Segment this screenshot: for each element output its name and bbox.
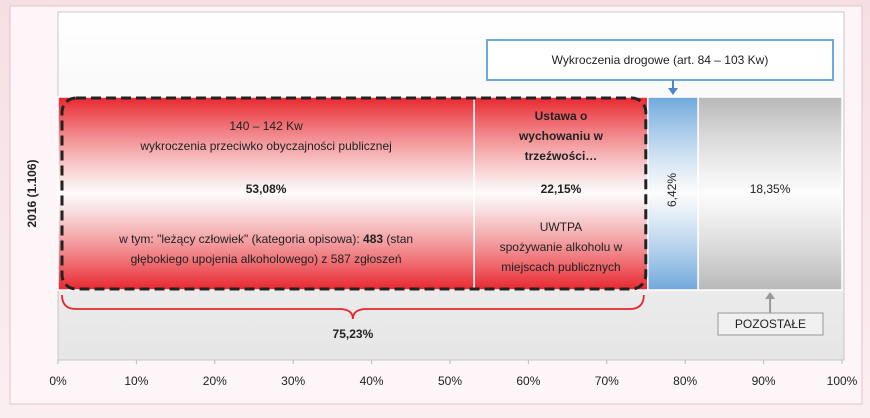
- segment-note: głębokiego upojenia alkoholowego) z 587 …: [131, 252, 402, 266]
- note-run: głębokiego upojenia alkoholowego) z 587 …: [131, 252, 402, 266]
- callout-arrowhead: [765, 292, 776, 299]
- x-tick-label: 30%: [281, 374, 305, 388]
- callout-label: POZOSTAŁE: [735, 317, 806, 331]
- segment-heading: Ustawa o: [535, 109, 588, 123]
- segment-heading: wychowaniu w: [518, 129, 604, 143]
- callout-arrowhead: [667, 88, 678, 95]
- value-label: 18,35%: [750, 182, 791, 196]
- x-tick-label: 10%: [124, 374, 148, 388]
- category-label: 2016 (1.106): [25, 159, 39, 227]
- note-run: miejscach publicznych: [501, 260, 620, 274]
- segment-note: miejscach publicznych: [501, 260, 620, 274]
- x-tick-label: 60%: [516, 374, 540, 388]
- note-run: w tym: "leżący człowiek" (kategoria opis…: [118, 232, 363, 246]
- x-tick-label: 70%: [595, 374, 619, 388]
- x-tick-label: 50%: [438, 374, 462, 388]
- value-label: 22,15%: [541, 182, 582, 196]
- bar-segment: [697, 96, 843, 291]
- callout-label: Wykroczenia drogowe (art. 84 – 103 Kw): [552, 53, 769, 67]
- group-frame: [60, 96, 648, 291]
- note-run: UWTPA: [540, 220, 582, 234]
- note-run: spożywanie alkoholu w: [500, 240, 623, 254]
- brace-label: 75,23%: [333, 327, 374, 341]
- segment-note: spożywanie alkoholu w: [500, 240, 623, 254]
- brace: [61, 294, 645, 320]
- value-label: 6,42%: [665, 173, 679, 207]
- value-label: 53,08%: [246, 182, 287, 196]
- x-tick-label: 40%: [360, 374, 384, 388]
- note-run: 483: [363, 232, 383, 246]
- x-tick-label: 100%: [827, 374, 858, 388]
- x-tick-label: 80%: [673, 374, 697, 388]
- callout-box: [486, 39, 834, 81]
- bar-segment: [57, 96, 475, 291]
- x-tick-label: 90%: [752, 374, 776, 388]
- segment-note: UWTPA: [540, 220, 582, 234]
- segment-heading: wykroczenia przeciwko obyczajności publi…: [139, 139, 391, 153]
- segment-heading: 140 – 142 Kw: [229, 119, 303, 133]
- note-run: (stan: [383, 232, 413, 246]
- segment-heading: trzeźwości…: [525, 149, 598, 163]
- x-tick-label: 20%: [203, 374, 227, 388]
- segment-note: w tym: "leżący człowiek" (kategoria opis…: [118, 232, 413, 246]
- x-tick-label: 0%: [49, 374, 67, 388]
